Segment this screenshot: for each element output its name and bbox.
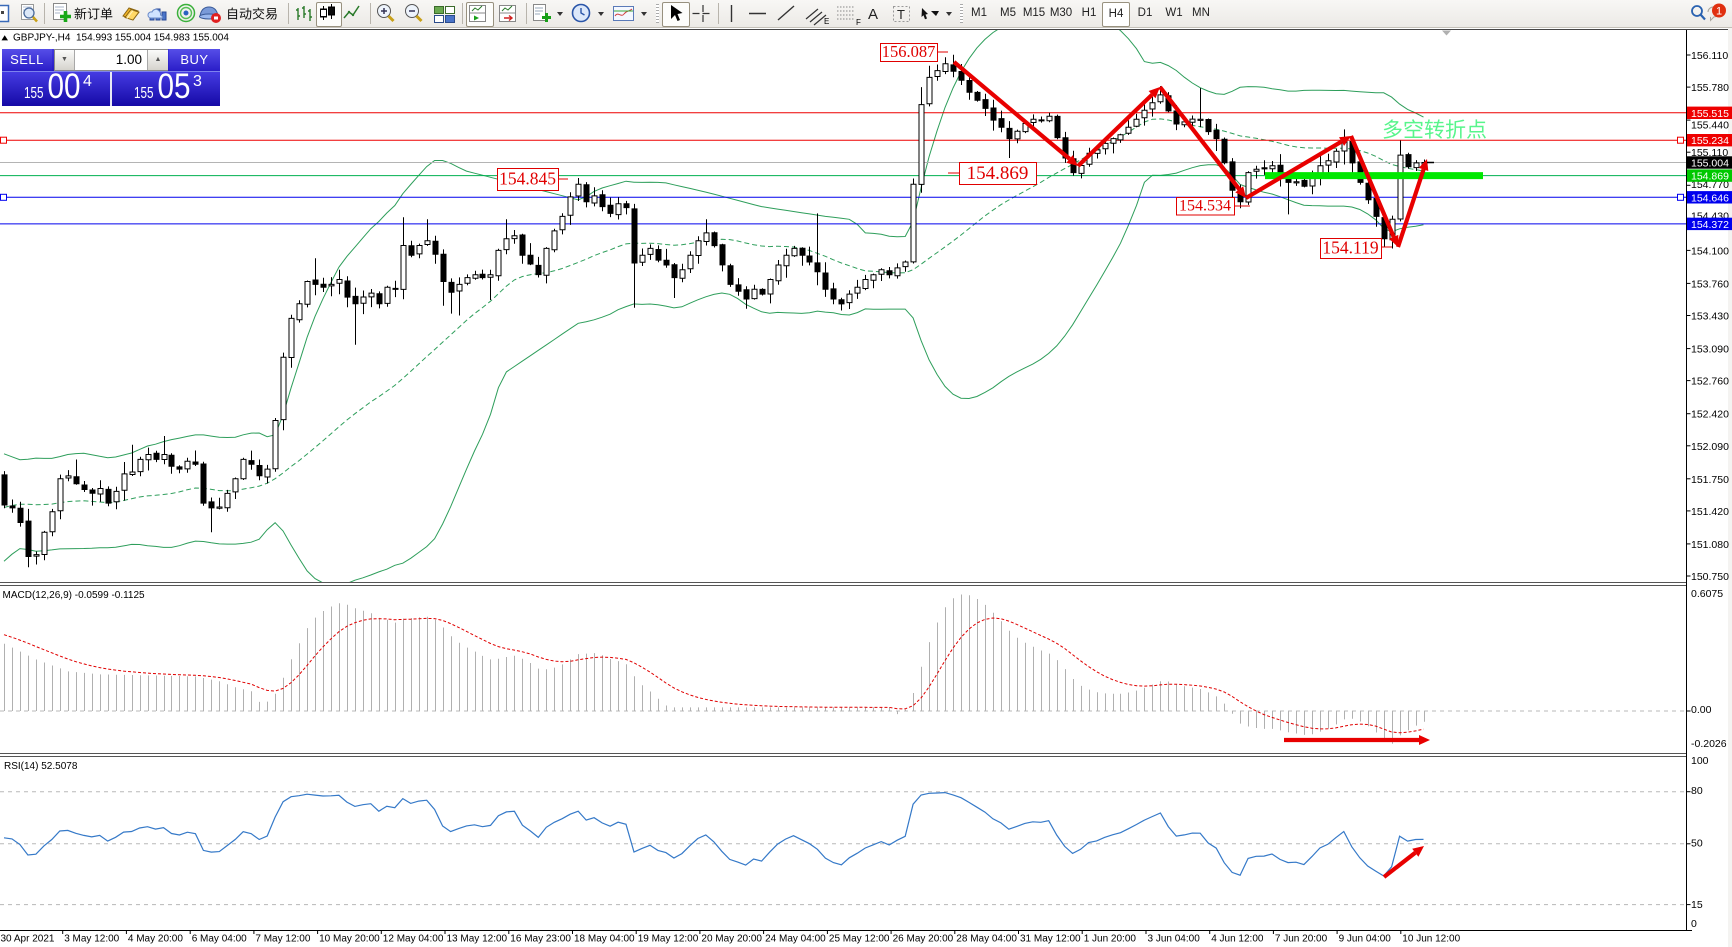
svg-text:154.646: 154.646 — [1691, 192, 1729, 204]
svg-text:156.087: 156.087 — [882, 42, 936, 61]
svg-text:30 Apr 2021: 30 Apr 2021 — [1, 934, 55, 945]
svg-text:154.100: 154.100 — [1691, 245, 1729, 257]
svg-text:0: 0 — [1691, 918, 1697, 930]
svg-text:151.080: 151.080 — [1691, 539, 1729, 551]
svg-text:E: E — [824, 17, 829, 26]
svg-text:4 May 20:00: 4 May 20:00 — [128, 934, 183, 945]
svg-text:152.090: 152.090 — [1691, 441, 1729, 453]
svg-text:25 May 12:00: 25 May 12:00 — [829, 934, 890, 945]
svg-text:154.869: 154.869 — [967, 163, 1029, 184]
svg-text:F: F — [856, 18, 861, 27]
svg-text:9 Jun 04:00: 9 Jun 04:00 — [1339, 934, 1392, 945]
svg-text:50: 50 — [1691, 838, 1703, 850]
svg-text:153.430: 153.430 — [1691, 311, 1729, 323]
svg-text:12 May 04:00: 12 May 04:00 — [383, 934, 444, 945]
svg-text:100: 100 — [1691, 755, 1709, 767]
svg-text:A: A — [868, 6, 878, 23]
svg-text:-0.2026: -0.2026 — [1691, 738, 1727, 750]
svg-text:3 Jun 04:00: 3 Jun 04:00 — [1148, 934, 1201, 945]
svg-text:13 May 12:00: 13 May 12:00 — [447, 934, 508, 945]
svg-text:151.420: 151.420 — [1691, 506, 1729, 518]
svg-text:150.750: 150.750 — [1691, 571, 1729, 583]
svg-text:152.420: 152.420 — [1691, 409, 1729, 421]
svg-text:156.110: 156.110 — [1691, 50, 1728, 62]
svg-text:155.780: 155.780 — [1691, 82, 1729, 94]
svg-text:10 May 20:00: 10 May 20:00 — [319, 934, 380, 945]
svg-text:155: 155 — [24, 85, 44, 102]
svg-text:18 May 04:00: 18 May 04:00 — [574, 934, 635, 945]
svg-text:20 May 20:00: 20 May 20:00 — [701, 934, 762, 945]
svg-text:MACD(12,26,9) -0.0599 -0.1125: MACD(12,26,9) -0.0599 -0.1125 — [3, 590, 146, 601]
svg-text:155.110: 155.110 — [1691, 147, 1728, 159]
svg-text:0.00: 0.00 — [1691, 704, 1712, 716]
svg-text:155.004: 155.004 — [1691, 158, 1729, 170]
svg-text:7 May 12:00: 7 May 12:00 — [255, 934, 310, 945]
svg-text:155.234: 155.234 — [1691, 135, 1729, 147]
svg-text:80: 80 — [1691, 785, 1703, 797]
svg-text:16 May 23:00: 16 May 23:00 — [510, 934, 571, 945]
svg-text:153.760: 153.760 — [1691, 278, 1729, 290]
svg-text:24 May 04:00: 24 May 04:00 — [765, 934, 826, 945]
svg-text:7 Jun 20:00: 7 Jun 20:00 — [1275, 934, 1328, 945]
svg-text:154.770: 154.770 — [1691, 179, 1729, 191]
svg-text:6 May 04:00: 6 May 04:00 — [192, 934, 247, 945]
svg-text:28 May 04:00: 28 May 04:00 — [956, 934, 1017, 945]
svg-text:3 May 12:00: 3 May 12:00 — [64, 934, 119, 945]
svg-text:26 May 20:00: 26 May 20:00 — [893, 934, 954, 945]
svg-text:1 Jun 20:00: 1 Jun 20:00 — [1084, 934, 1137, 945]
svg-text:154.845: 154.845 — [499, 168, 556, 188]
svg-text:155: 155 — [134, 85, 154, 102]
svg-text:1: 1 — [1716, 6, 1722, 18]
svg-text:10 Jun 12:00: 10 Jun 12:00 — [1402, 934, 1460, 945]
svg-text:155.440: 155.440 — [1691, 119, 1729, 131]
svg-text:155.515: 155.515 — [1691, 108, 1729, 120]
svg-text:T: T — [897, 7, 905, 22]
svg-text:153.090: 153.090 — [1691, 344, 1729, 356]
svg-text:151.750: 151.750 — [1691, 474, 1729, 486]
svg-text:05: 05 — [158, 72, 191, 106]
svg-text:152.760: 152.760 — [1691, 376, 1729, 388]
svg-text:154.372: 154.372 — [1691, 219, 1729, 231]
svg-text:GBPJPY-,H4 154.993 155.004 15: GBPJPY-,H4 154.993 155.004 154.983 155.0… — [13, 33, 229, 44]
svg-text:15: 15 — [1691, 899, 1703, 911]
svg-text:154.869: 154.869 — [1691, 171, 1729, 183]
svg-text:4 Jun 12:00: 4 Jun 12:00 — [1211, 934, 1264, 945]
svg-text:154.534: 154.534 — [1179, 198, 1231, 215]
svg-text:4: 4 — [83, 73, 92, 90]
svg-text:RSI(14) 52.5078: RSI(14) 52.5078 — [4, 761, 78, 772]
svg-text:0.6075: 0.6075 — [1691, 588, 1723, 600]
svg-text:3: 3 — [193, 73, 202, 90]
svg-text:00: 00 — [48, 72, 81, 106]
svg-text:154.119: 154.119 — [1322, 237, 1378, 257]
svg-text:19 May 12:00: 19 May 12:00 — [638, 934, 699, 945]
svg-text:31 May 12:00: 31 May 12:00 — [1020, 934, 1081, 945]
